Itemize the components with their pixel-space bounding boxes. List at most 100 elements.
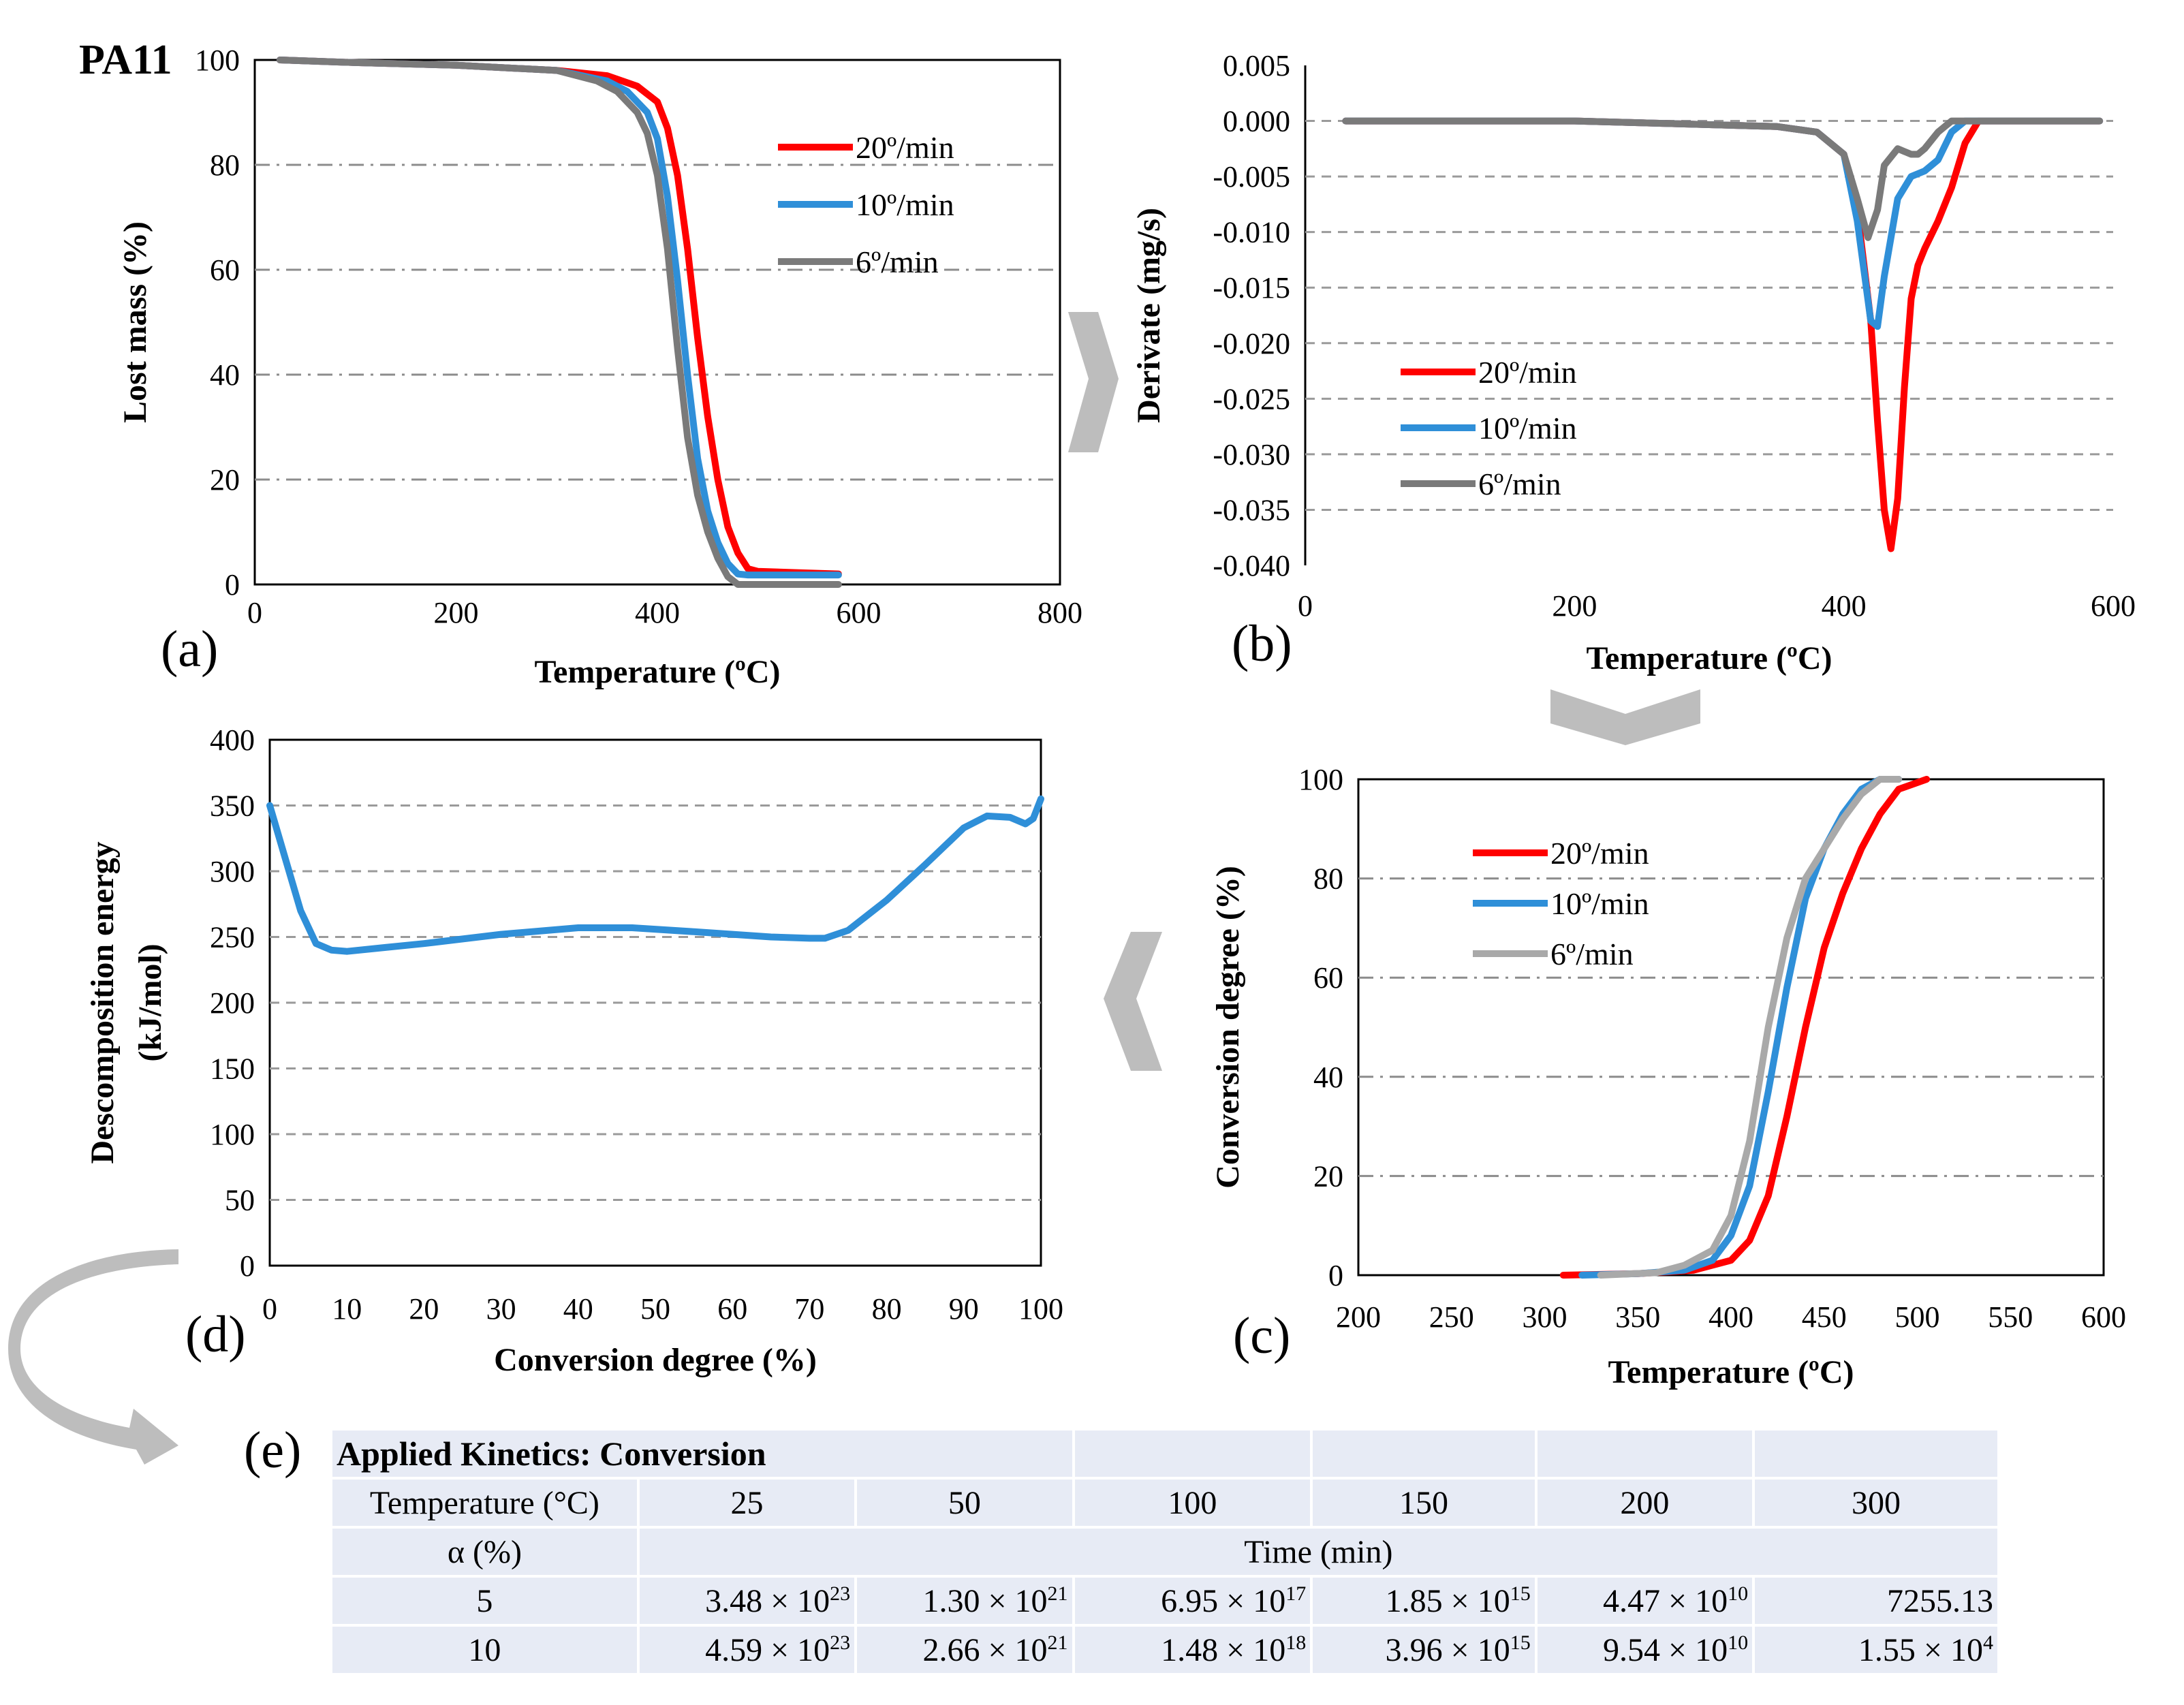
x-tick-label: 600 [2081, 1300, 2126, 1334]
x-tick-label: 400 [1709, 1300, 1753, 1334]
x-tick-label: 550 [1988, 1300, 2033, 1334]
time-cell: 4.47 × 1010 [1537, 1578, 1753, 1624]
y-tick-label: 50 [225, 1184, 255, 1217]
plot-frame [1357, 778, 2105, 1277]
series-line-6min [1597, 776, 1903, 1279]
time-cell: 1.48 × 1018 [1074, 1627, 1311, 1673]
legend-label: 10º/min [1550, 886, 1649, 921]
panel-label: (a) [161, 621, 218, 678]
y-tick-label: -0.005 [1213, 160, 1290, 193]
table-row: 5 3.48 × 1023 1.30 × 1021 6.95 × 1017 1.85 ×… [332, 1578, 1997, 1624]
x-axis-title: Conversion degree (%) [494, 1342, 817, 1378]
y-tick-label: 150 [210, 1052, 255, 1086]
series-line-10min [276, 57, 842, 579]
y-tick-label: 400 [210, 723, 255, 757]
legend-label: 6º/min [856, 245, 939, 279]
time-cell: 6.95 × 1017 [1074, 1578, 1311, 1624]
y-tick-label: 40 [1313, 1061, 1343, 1094]
time-header: Time (min) [639, 1529, 1997, 1575]
temp-col: 50 [857, 1480, 1072, 1526]
chart-panel-a: 0 20 40 60 80 100 0 200 400 600 800 Temperature (ºC… [117, 44, 1082, 690]
x-tick-label: 400 [635, 596, 680, 629]
x-tick-label: 70 [794, 1292, 824, 1326]
x-tick-label: 0 [247, 596, 262, 629]
y-tick-label: 0 [1328, 1259, 1343, 1292]
time-cell: 1.85 × 1015 [1313, 1578, 1535, 1624]
y-tick-label: -0.010 [1213, 216, 1290, 249]
series-line-20min [1559, 776, 1931, 1279]
alpha-header: α (%) [332, 1529, 637, 1575]
x-tick-label: 300 [1523, 1300, 1567, 1334]
chart-panel-d: 0 50 100 150 200 250 300 350 400 0 10 20 30 40 50 60 70 8… [84, 723, 1063, 1378]
x-tick-label: 80 [872, 1292, 902, 1326]
legend-label: 6º/min [1478, 467, 1561, 501]
y-axis-title-line1: Descomposition energy [84, 841, 121, 1163]
time-cell: 1.30 × 1021 [857, 1578, 1072, 1624]
y-axis-title-line2: (kJ/mol) [132, 943, 168, 1061]
x-tick-label: 20 [409, 1292, 439, 1326]
y-tick-label: -0.030 [1213, 438, 1290, 471]
y-tick-label: 80 [210, 148, 240, 182]
y-tick-label: 100 [210, 1118, 255, 1151]
panel-label-e: (e) [244, 1422, 302, 1479]
x-tick-label: 500 [1895, 1300, 1940, 1334]
legend-label: 10º/min [856, 187, 954, 222]
table-row: 10 4.59 × 1023 2.66 × 1021 1.48 × 1018 3.96 … [332, 1627, 1997, 1673]
y-tick-label: -0.035 [1213, 493, 1290, 527]
x-tick-label: 90 [949, 1292, 979, 1326]
chevron-down-icon [1550, 689, 1700, 745]
x-tick-label: 600 [2091, 589, 2136, 623]
legend-label: 10º/min [1478, 411, 1577, 445]
panel-label: (b) [1232, 615, 1292, 672]
time-cell: 7255.13 [1755, 1578, 1997, 1624]
series-line-10min [1342, 117, 2104, 330]
table-title-row: Applied Kinetics: Conversion [332, 1430, 1997, 1477]
y-tick-label: 0 [240, 1249, 255, 1283]
y-tick-label: 0.000 [1223, 105, 1290, 138]
x-tick-label: 600 [837, 596, 882, 629]
y-tick-label: 20 [1313, 1159, 1343, 1193]
temp-col: 200 [1537, 1480, 1753, 1526]
temperature-header: Temperature (°C) [332, 1480, 637, 1526]
x-axis-title: Temperature (ºC) [534, 654, 780, 690]
legend-label: 20º/min [1550, 836, 1649, 871]
series-line-6min [276, 57, 842, 588]
time-cell: 3.48 × 1023 [639, 1578, 855, 1624]
temp-col: 150 [1313, 1480, 1535, 1526]
table-subheader-row: α (%) Time (min) [332, 1529, 1997, 1575]
y-tick-label: 100 [195, 44, 240, 77]
temp-col: 25 [639, 1480, 855, 1526]
series-line-20min [276, 57, 842, 578]
panel-label: (d) [185, 1306, 246, 1363]
time-cell: 2.66 × 1021 [857, 1627, 1072, 1673]
y-axis-title: Conversion degree (%) [1210, 866, 1246, 1189]
y-tick-label: 60 [1313, 961, 1343, 995]
x-tick-label: 50 [640, 1292, 670, 1326]
x-tick-label: 200 [1552, 589, 1597, 623]
panel-label: (c) [1233, 1307, 1290, 1364]
figure-label: PA11 [79, 37, 172, 83]
y-tick-label: -0.025 [1213, 382, 1290, 416]
y-axis-title: Lost mass (%) [117, 221, 153, 423]
x-axis-title: Temperature (ºC) [1608, 1354, 1854, 1390]
series-line-ea [266, 795, 1044, 955]
y-axis-title: Derivate (mg/s) [1131, 208, 1167, 423]
x-tick-label: 60 [717, 1292, 747, 1326]
y-tick-label: 80 [1313, 862, 1343, 896]
y-tick-label: 250 [210, 921, 255, 954]
x-tick-label: 40 [563, 1292, 593, 1326]
y-tick-label: 300 [210, 855, 255, 888]
x-tick-label: 200 [1336, 1300, 1381, 1334]
x-tick-label: 250 [1429, 1300, 1474, 1334]
y-tick-label: 350 [210, 789, 255, 823]
x-tick-label: 200 [434, 596, 479, 629]
x-tick-label: 30 [486, 1292, 516, 1326]
y-tick-label: 200 [210, 986, 255, 1020]
y-tick-label: 0.005 [1223, 49, 1290, 82]
x-tick-label: 100 [1018, 1292, 1063, 1326]
chart-panel-b: 0.005 0.000 -0.005 -0.010 -0.015 -0.020 -0.025… [1131, 49, 2136, 676]
table-header-row: Temperature (°C) 25 50 100 150 200 300 [332, 1480, 1997, 1526]
x-tick-label: 450 [1802, 1300, 1847, 1334]
x-tick-label: 800 [1038, 596, 1082, 629]
